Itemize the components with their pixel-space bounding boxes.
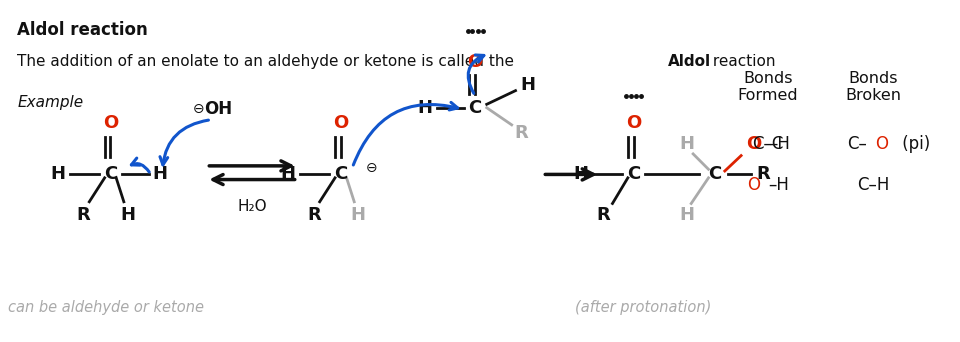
Text: Aldol reaction: Aldol reaction <box>17 21 148 39</box>
Text: –H: –H <box>769 135 790 153</box>
Text: H: H <box>50 166 65 183</box>
Text: R: R <box>307 207 321 224</box>
Text: reaction: reaction <box>708 54 775 69</box>
Text: OH: OH <box>204 101 232 118</box>
Text: The addition of an enolate to an aldehyde or ketone is called the: The addition of an enolate to an aldehyd… <box>17 54 519 69</box>
Text: O: O <box>103 114 118 132</box>
Text: O: O <box>333 114 348 132</box>
Text: H: H <box>350 207 366 224</box>
Text: C: C <box>104 166 117 183</box>
Text: O: O <box>626 114 641 132</box>
Text: ⊖: ⊖ <box>193 103 204 116</box>
Text: Bonds
Formed: Bonds Formed <box>737 71 799 103</box>
Text: R: R <box>756 166 770 183</box>
Text: H₂O: H₂O <box>238 199 267 214</box>
Text: C: C <box>627 166 640 183</box>
Text: –H: –H <box>768 176 789 194</box>
Text: H: H <box>120 207 135 224</box>
Text: H: H <box>280 166 296 183</box>
Text: R: R <box>515 124 528 142</box>
Text: ⊖: ⊖ <box>366 161 377 174</box>
Text: Aldol: Aldol <box>668 54 711 69</box>
Text: C: C <box>468 99 482 117</box>
Text: H: H <box>153 166 168 183</box>
Text: H: H <box>418 99 433 117</box>
Text: O: O <box>876 135 889 153</box>
Text: C–H: C–H <box>857 176 890 194</box>
Text: C–C: C–C <box>753 135 783 153</box>
Text: C–: C– <box>847 135 867 153</box>
Text: (after protonation): (after protonation) <box>575 300 711 315</box>
Text: can be aldehyde or ketone: can be aldehyde or ketone <box>8 300 204 315</box>
Text: Bonds
Broken: Bonds Broken <box>846 71 901 103</box>
Text: (pi): (pi) <box>897 135 930 153</box>
Text: O: O <box>746 135 761 153</box>
Text: C: C <box>334 166 348 183</box>
Text: H: H <box>679 135 694 153</box>
Text: R: R <box>77 207 90 224</box>
Text: H: H <box>520 77 536 94</box>
Text: C: C <box>708 166 722 183</box>
Text: R: R <box>596 207 610 224</box>
Text: Example: Example <box>17 95 84 110</box>
Text: O: O <box>747 176 760 194</box>
Text: H: H <box>573 166 588 183</box>
Text: H: H <box>679 207 694 224</box>
Text: O: O <box>468 53 483 70</box>
